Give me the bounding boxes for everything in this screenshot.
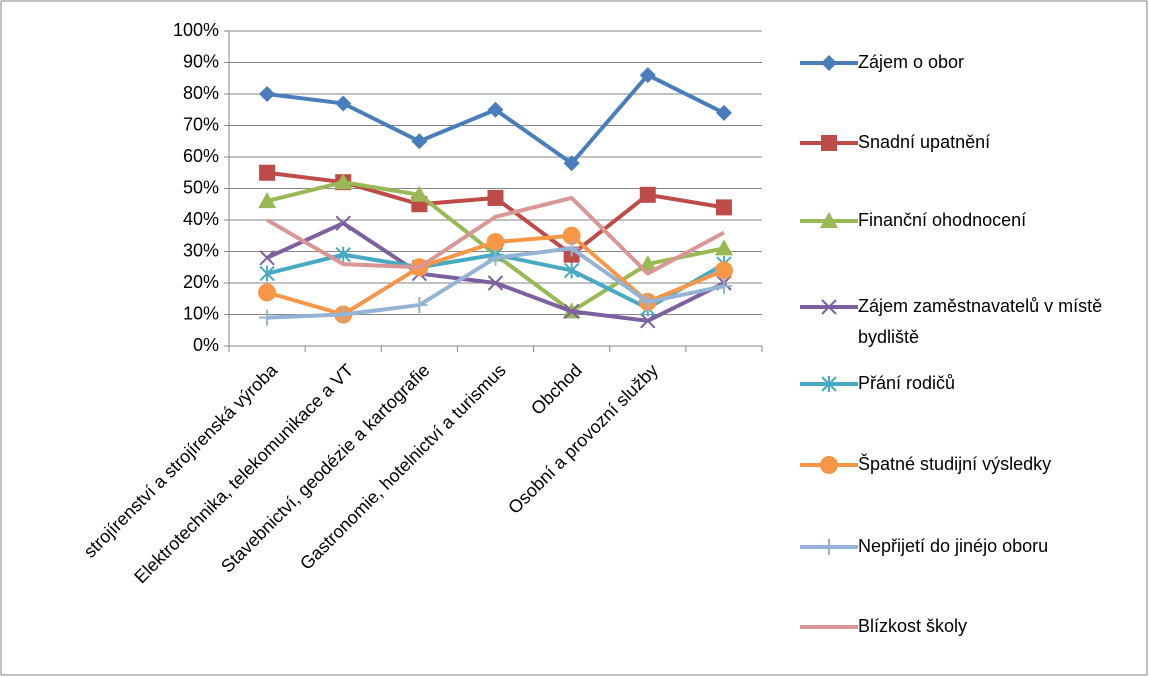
- marker: [487, 275, 504, 291]
- marker: [411, 133, 428, 150]
- marker: [640, 313, 656, 329]
- marker: [821, 55, 837, 71]
- marker: [714, 239, 733, 256]
- marker: [639, 293, 656, 310]
- marker: [335, 215, 351, 231]
- marker: [562, 226, 581, 245]
- legend-key: [800, 376, 858, 392]
- y-tick-label: 30%: [183, 240, 219, 260]
- marker: [335, 95, 352, 112]
- legend-label: Zájem o obor: [858, 52, 965, 72]
- y-tick-label: 0%: [193, 335, 219, 355]
- marker: [334, 173, 353, 190]
- marker: [820, 456, 838, 474]
- legend-key: [800, 539, 858, 555]
- marker: [714, 261, 733, 280]
- y-tick-label: 80%: [183, 83, 219, 103]
- marker: [259, 309, 276, 326]
- y-tick-label: 10%: [183, 303, 219, 323]
- y-tick-label: 100%: [173, 20, 219, 40]
- marker: [487, 189, 504, 206]
- legend-key: [800, 55, 858, 71]
- legend-label: Špatné studijní výsledky: [858, 454, 1052, 474]
- marker: [411, 297, 428, 314]
- marker: [258, 192, 277, 209]
- marker: [259, 250, 275, 266]
- marker: [639, 67, 656, 84]
- marker: [563, 155, 580, 172]
- marker: [715, 104, 732, 121]
- legend-label: Zájem zaměstnavatelů v místě bydliště: [858, 296, 1103, 347]
- marker: [563, 240, 580, 257]
- legend-key: [800, 299, 858, 315]
- marker: [259, 86, 276, 102]
- y-tick-label: 40%: [183, 209, 219, 229]
- marker: [715, 278, 732, 295]
- legend-label: Finanční ohodnocení: [858, 210, 1027, 230]
- legend-label: Snadní upatnění: [858, 132, 991, 152]
- marker: [821, 299, 837, 315]
- marker: [487, 101, 504, 118]
- series-line: [266, 195, 725, 276]
- marker: [821, 376, 837, 392]
- marker: [820, 212, 838, 228]
- marker: [258, 283, 277, 302]
- marker: [563, 262, 580, 279]
- y-tick-label: 60%: [183, 146, 219, 166]
- legend-key: [800, 135, 858, 151]
- marker: [639, 186, 656, 203]
- marker: [821, 135, 837, 151]
- marker: [715, 199, 732, 216]
- marker: [563, 303, 580, 320]
- marker: [259, 164, 276, 181]
- marker: [486, 233, 505, 252]
- marker: [821, 539, 837, 555]
- marker: [335, 306, 352, 323]
- legend-label: Přání rodičů: [858, 373, 956, 393]
- marker: [487, 249, 504, 266]
- marker: [410, 185, 429, 202]
- legend-label: Nepřijetí do jinéjo oboru: [858, 536, 1049, 556]
- y-tick-label: 90%: [183, 51, 219, 71]
- y-tick-label: 20%: [183, 272, 219, 292]
- y-tick-label: 50%: [183, 177, 219, 197]
- legend-key: [800, 212, 858, 228]
- legend-label: Blízkost školy: [858, 616, 968, 636]
- marker: [259, 265, 275, 282]
- y-tick-label: 70%: [183, 114, 219, 134]
- legend-key: [800, 456, 858, 474]
